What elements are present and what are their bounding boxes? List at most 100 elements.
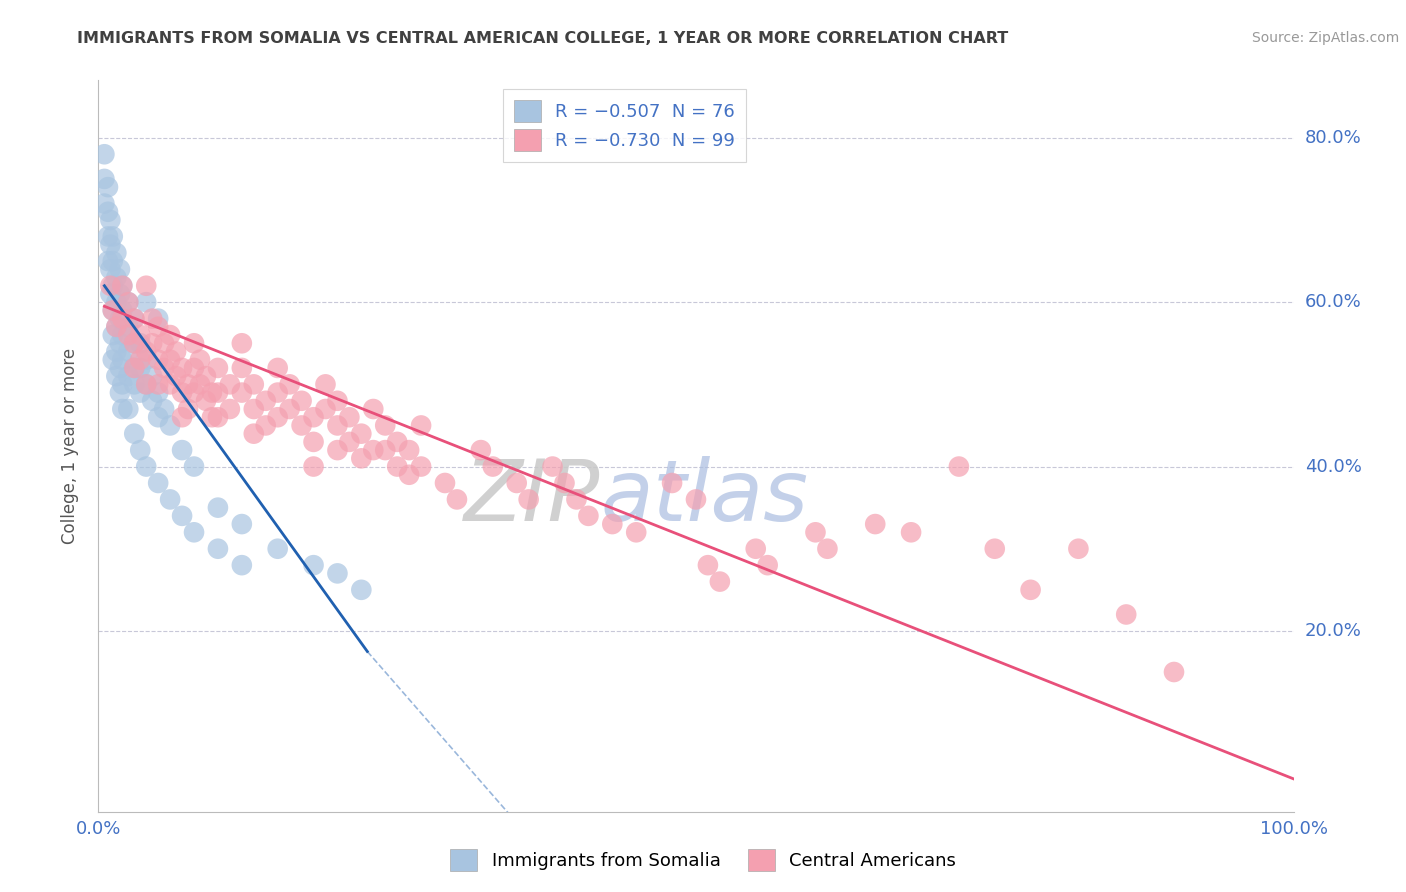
Point (207, 385, 229, 400)
Point (172, 360, 194, 375)
Point (105, 369, 128, 384)
Point (315, 402, 337, 417)
Point (188, 352, 211, 367)
Point (517, 492, 540, 507)
Point (129, 352, 152, 367)
Point (159, 328, 181, 343)
Point (141, 369, 163, 384)
Point (93, 196, 115, 211)
Point (267, 410, 290, 425)
Point (267, 541, 290, 556)
Point (105, 295, 128, 310)
Point (254, 418, 277, 433)
Point (148, 319, 170, 334)
Point (302, 434, 325, 449)
Point (481, 459, 505, 474)
Point (183, 525, 205, 540)
Point (207, 500, 229, 515)
Point (117, 402, 139, 417)
Point (98, 237, 122, 252)
Point (105, 270, 128, 285)
Point (815, 541, 838, 556)
Point (350, 451, 373, 466)
Point (172, 508, 194, 523)
Point (124, 336, 146, 351)
Point (195, 393, 218, 408)
Point (350, 582, 373, 597)
Point (159, 377, 181, 392)
Point (278, 402, 301, 417)
Point (117, 328, 139, 343)
Point (111, 278, 134, 293)
Point (177, 377, 200, 392)
Point (541, 459, 564, 474)
Point (183, 336, 205, 351)
Point (141, 311, 163, 326)
Point (93, 172, 115, 186)
Point (195, 369, 218, 384)
Point (1019, 582, 1042, 597)
Text: ZIP: ZIP (464, 456, 600, 539)
Point (302, 459, 325, 474)
Point (350, 426, 373, 441)
Point (278, 377, 301, 392)
Point (183, 360, 205, 375)
Point (207, 541, 229, 556)
Point (111, 328, 134, 343)
Point (326, 443, 349, 458)
Point (1067, 541, 1090, 556)
Point (135, 344, 157, 359)
Point (302, 410, 325, 425)
Point (124, 426, 146, 441)
Point (267, 385, 290, 400)
Point (108, 336, 131, 351)
Point (315, 377, 337, 392)
Point (554, 475, 576, 490)
Point (302, 558, 325, 573)
Point (97, 254, 120, 268)
Point (745, 541, 768, 556)
Point (374, 443, 396, 458)
Point (111, 278, 134, 293)
Point (135, 377, 157, 392)
Point (685, 492, 707, 507)
Point (243, 377, 266, 392)
Point (385, 434, 409, 449)
Point (97, 229, 120, 244)
Text: IMMIGRANTS FROM SOMALIA VS CENTRAL AMERICAN COLLEGE, 1 YEAR OR MORE CORRELATION : IMMIGRANTS FROM SOMALIA VS CENTRAL AMERI… (77, 31, 1008, 46)
Point (124, 311, 146, 326)
Point (98, 213, 122, 227)
Text: atlas: atlas (600, 456, 808, 539)
Point (124, 311, 146, 326)
Point (804, 525, 827, 540)
Point (98, 278, 122, 293)
Point (339, 410, 361, 425)
Point (183, 385, 205, 400)
Point (148, 475, 170, 490)
Point (101, 328, 124, 343)
Point (661, 475, 683, 490)
Point (148, 385, 170, 400)
Point (267, 360, 290, 375)
Point (697, 558, 720, 573)
Point (506, 475, 529, 490)
Point (135, 352, 157, 367)
Point (98, 262, 122, 277)
Point (105, 245, 128, 260)
Point (207, 360, 229, 375)
Point (141, 393, 163, 408)
Point (111, 402, 134, 417)
Point (411, 418, 433, 433)
Point (172, 443, 194, 458)
Point (291, 393, 314, 408)
Y-axis label: College, 1 year or more: College, 1 year or more (60, 348, 79, 544)
Point (108, 262, 131, 277)
Point (434, 475, 457, 490)
Point (188, 377, 211, 392)
Point (411, 459, 433, 474)
Point (117, 319, 139, 334)
Text: Source: ZipAtlas.com: Source: ZipAtlas.com (1251, 31, 1399, 45)
Point (291, 418, 314, 433)
Point (326, 566, 349, 581)
Point (117, 369, 139, 384)
